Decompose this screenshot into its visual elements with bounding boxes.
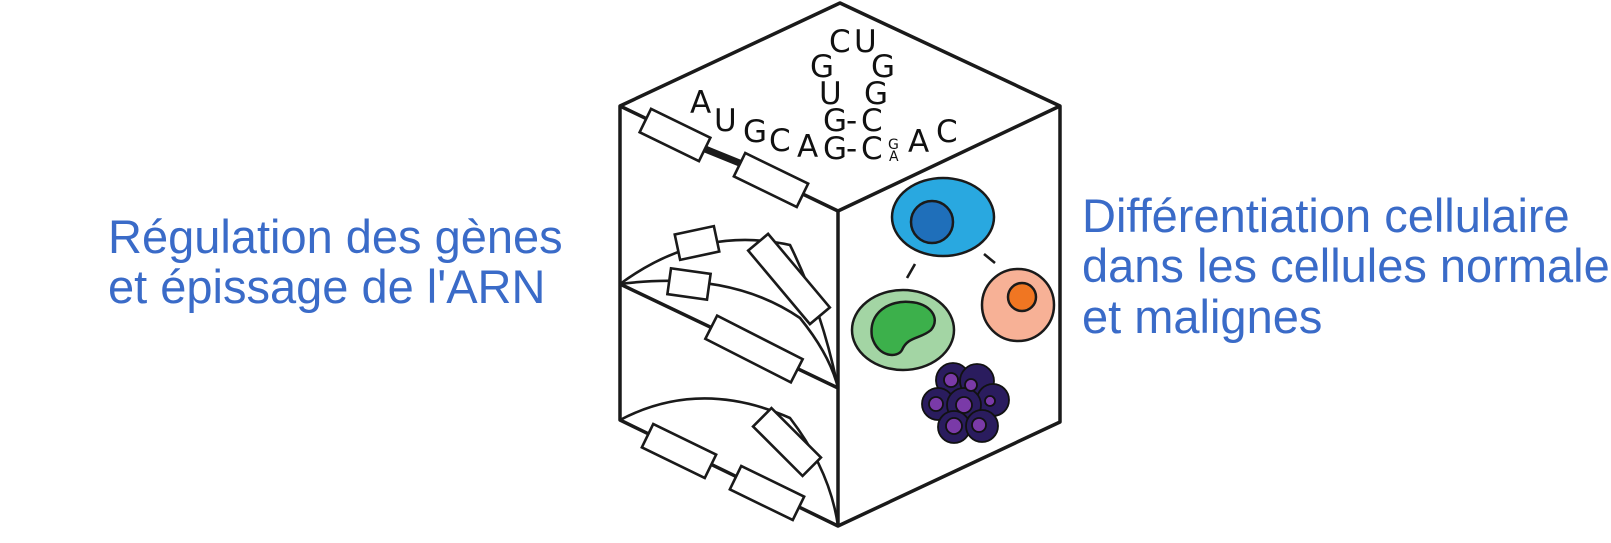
right-caption-line-2: dans les cellules normales: [1082, 239, 1611, 292]
splicing-exon-icon: [703, 313, 805, 385]
rna-hairpin: A U G C A G - C G - C U G G G C U G: [690, 24, 958, 167]
rna-right-loop: G G: [864, 49, 898, 112]
right-caption-line-1: Différentiation cellulaire: [1082, 189, 1570, 242]
splicing-face: [619, 224, 840, 527]
splice-arc: [619, 238, 840, 389]
orange-nucleus: [1006, 281, 1038, 313]
splicing-exon-icon: [728, 464, 806, 522]
left-caption: Régulation des gènes et épissage de l'AR…: [108, 210, 576, 313]
rna-linear: A U G C A: [690, 85, 818, 165]
rna-stem-bottom: G - C: [823, 131, 883, 167]
right-caption: Différentiation cellulaire dans les cell…: [1082, 189, 1611, 343]
green-nucleus: [870, 300, 936, 357]
splicing-exon-icon: [640, 422, 718, 480]
rna-left-loop: U G: [810, 49, 852, 112]
splicing-exon-icon: [637, 107, 713, 163]
rna-tail: A C: [908, 114, 958, 160]
purple-cell-cluster-icon: [921, 362, 1010, 444]
splicing-exon-icon: [732, 151, 810, 209]
right-caption-line-3: et malignes: [1082, 290, 1322, 343]
lineage-line: [983, 252, 996, 265]
rna-stem-top: G - C: [823, 103, 883, 139]
lineage-line: [905, 263, 917, 279]
differentiation-face: [850, 176, 1056, 444]
splice-arc: [619, 397, 840, 527]
rna-bulge: G A: [888, 137, 903, 165]
blue-nucleus: [909, 199, 955, 245]
connector-bold: [703, 145, 744, 168]
top-face-exons: [637, 107, 810, 209]
rna-loop-top: C U: [829, 24, 877, 60]
splicing-exon-icon: [751, 406, 823, 478]
splicing-exon-icon: [746, 232, 832, 326]
left-caption-line-1: Régulation des gènes: [108, 210, 563, 263]
splicing-exon-icon: [673, 224, 721, 262]
left-caption-line-2: et épissage de l'ARN: [108, 260, 545, 313]
splicing-exon-icon: [665, 266, 713, 302]
